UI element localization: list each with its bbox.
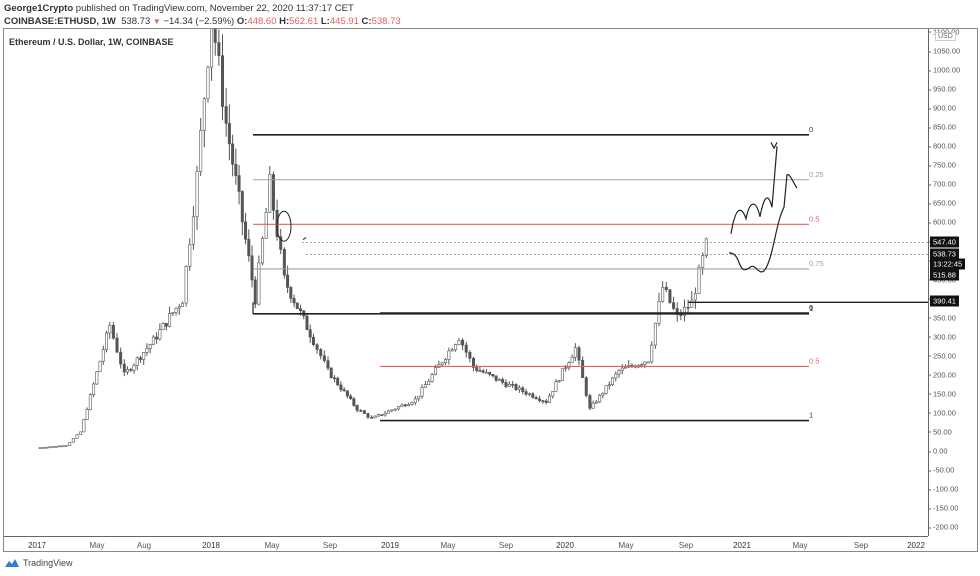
y-tick-label: 850.00 <box>928 122 956 132</box>
x-tick-label: 2021 <box>733 541 751 550</box>
x-tick-label: May <box>440 541 456 550</box>
svg-text:0.5: 0.5 <box>809 356 819 365</box>
tradingview-logo[interactable]: TradingView <box>4 558 73 568</box>
y-tick-label: 1100.00 <box>928 27 960 36</box>
x-tick-label: May <box>792 541 808 550</box>
chart-title: Ethereum / U.S. Dollar, 1W, COINBASE <box>9 37 174 47</box>
price-tag: 515.88 <box>930 269 959 280</box>
x-tick-label: May <box>89 541 105 550</box>
y-tick-label: 0.00 <box>928 446 948 456</box>
y-tick-label: 950.00 <box>928 84 956 94</box>
low-value: 445.91 <box>329 16 359 27</box>
price-change: −14.34 (−2.59%) <box>163 16 235 27</box>
svg-text:0.25: 0.25 <box>809 170 824 179</box>
y-tick-label: -150.00 <box>927 503 959 513</box>
y-tick-label: 800.00 <box>928 141 956 151</box>
price-tag: 547.40 <box>930 236 959 247</box>
y-tick-label: 700.00 <box>928 179 956 189</box>
time-axis[interactable]: 2017 May Aug 2018 May Sep 2019 May Sep 2020 May Sep… <box>4 536 928 552</box>
x-tick-label: 2020 <box>556 541 574 550</box>
x-tick-label: 2019 <box>381 541 399 550</box>
x-tick-label: 2022 <box>907 541 925 550</box>
x-tick-label: Sep <box>498 541 514 550</box>
author-name[interactable]: George1Crypto <box>4 3 74 14</box>
high-value: 562.61 <box>289 16 319 27</box>
x-tick-label: Sep <box>853 541 869 550</box>
publish-text: published on TradingView.com, November 2… <box>75 3 354 14</box>
x-tick-label: May <box>618 541 634 550</box>
price-tag: 538.73 <box>930 248 959 260</box>
y-tick-label: 200.00 <box>928 370 956 380</box>
svg-text:0: 0 <box>809 125 813 134</box>
x-tick-label: 2017 <box>28 541 46 550</box>
y-tick-label: -50.00 <box>927 465 955 475</box>
x-tick-label: 2018 <box>202 541 220 550</box>
y-tick-label: 750.00 <box>928 160 956 170</box>
open-label: O: <box>236 16 248 27</box>
chart-frame <box>3 28 978 552</box>
last-price: 538.73 <box>121 16 151 27</box>
y-tick-label: 1050.00 <box>927 46 961 56</box>
x-tick-label: May <box>264 541 280 550</box>
price-tag: 13:22:45 <box>930 258 966 269</box>
price-tag: 390.41 <box>930 295 959 307</box>
svg-text:1: 1 <box>809 304 813 313</box>
low-label: L: <box>320 16 330 27</box>
symbol-info: COINBASE:ETHUSD, 1W 538.73 ▼ −14.34 (−2.… <box>4 16 401 27</box>
y-tick-label: -200.00 <box>927 522 959 532</box>
x-tick-label: Aug <box>136 541 152 550</box>
symbol-label: COINBASE:ETHUSD, 1W <box>4 16 116 27</box>
y-tick-label: 150.00 <box>928 389 956 399</box>
close-label: C: <box>361 16 372 27</box>
open-value: 448.60 <box>247 16 277 27</box>
y-tick-label: 100.00 <box>928 408 956 418</box>
chart-plot-area[interactable]: 0 0.25 0.5 0.75 1 0 0.5 1 <box>4 29 928 536</box>
publish-info: George1Crypto published on TradingView.c… <box>4 3 354 14</box>
tradingview-cloud-icon <box>5 559 19 567</box>
y-tick-label: 50.00 <box>928 427 952 437</box>
high-label: H: <box>279 16 290 27</box>
y-tick-label: 250.00 <box>928 351 956 361</box>
y-tick-label: 350.00 <box>928 313 956 323</box>
y-tick-label: 1000.00 <box>927 65 961 75</box>
close-value: 538.73 <box>371 16 401 27</box>
svg-text:0.75: 0.75 <box>809 259 824 268</box>
price-axis[interactable]: 1100.00 1050.00 1000.00 950.00 900.00 850.00 8… <box>927 27 978 536</box>
y-tick-label: 650.00 <box>928 198 956 208</box>
y-tick-label: 600.00 <box>928 217 956 227</box>
y-tick-label: 300.00 <box>928 332 956 342</box>
brand-text: TradingView <box>23 558 73 568</box>
svg-text:0.5: 0.5 <box>809 214 819 223</box>
currency-label[interactable]: USD <box>935 32 956 41</box>
y-tick-label: -100.00 <box>927 484 959 494</box>
svg-text:0: 0 <box>809 303 813 312</box>
down-arrow-icon: ▼ <box>152 17 161 26</box>
svg-text:1: 1 <box>809 411 813 420</box>
x-tick-label: Sep <box>678 541 694 550</box>
y-tick-label: 900.00 <box>928 103 956 113</box>
x-tick-label: Sep <box>322 541 338 550</box>
